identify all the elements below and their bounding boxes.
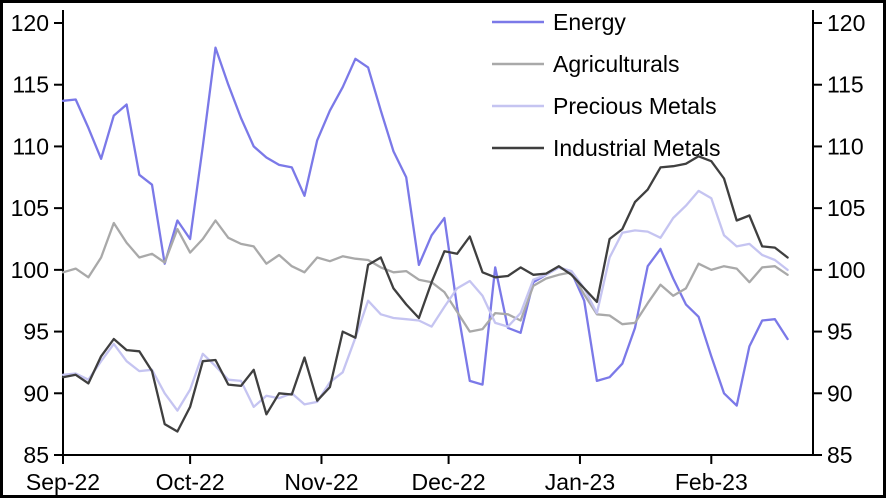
x-tick-label: Dec-22 <box>412 469 486 495</box>
y-tick-label-right: 100 <box>827 257 865 283</box>
industrial-metals-line <box>61 155 789 433</box>
agriculturals-legend-label: Agriculturals <box>553 51 680 77</box>
x-tick-label: Nov-22 <box>284 469 358 495</box>
y-tick-label-left: 85 <box>23 442 49 468</box>
y-tick-label-left: 95 <box>23 319 49 345</box>
legend-item-energy: Energy <box>492 9 626 35</box>
y-tick-label-left: 90 <box>23 380 49 406</box>
y-tick-label-right: 90 <box>827 380 853 406</box>
energy-legend-label: Energy <box>553 9 626 35</box>
y-tick-label-right: 110 <box>827 133 864 159</box>
plot-lines <box>61 46 789 433</box>
precious-metals-line <box>61 189 789 412</box>
legend-item-industrial-metals: Industrial Metals <box>492 135 720 161</box>
y-tick-label-left: 120 <box>11 10 49 36</box>
legend-item-agriculturals: Agriculturals <box>492 51 680 77</box>
y-tick-label-left: 115 <box>12 72 49 98</box>
y-tick-label-left: 110 <box>12 133 49 159</box>
y-tick-label-left: 100 <box>11 257 49 283</box>
y-tick-label-right: 115 <box>827 72 864 98</box>
y-tick-label-right: 120 <box>827 10 865 36</box>
axes: 85 85 90 90 95 95 100 100 105 105 110 110 115 115 120 1… <box>11 10 865 495</box>
industrial-metals-legend-label: Industrial Metals <box>553 135 720 161</box>
legend: Energy Agriculturals Precious Metals Ind… <box>492 9 720 161</box>
y-tick-label-left: 105 <box>11 195 49 221</box>
x-tick-label: Feb-23 <box>675 469 748 495</box>
y-tick-label-right: 85 <box>827 442 853 468</box>
energy-line <box>61 46 789 407</box>
precious-metals-legend-label: Precious Metals <box>553 93 717 119</box>
legend-item-precious-metals: Precious Metals <box>492 93 717 119</box>
x-tick-label: Sep-22 <box>26 469 100 495</box>
y-tick-label-right: 95 <box>827 319 853 345</box>
y-tick-label-right: 105 <box>827 195 865 221</box>
x-tick-label: Jan-23 <box>545 469 615 495</box>
x-tick-label: Oct-22 <box>156 469 225 495</box>
agriculturals-line <box>61 219 789 333</box>
